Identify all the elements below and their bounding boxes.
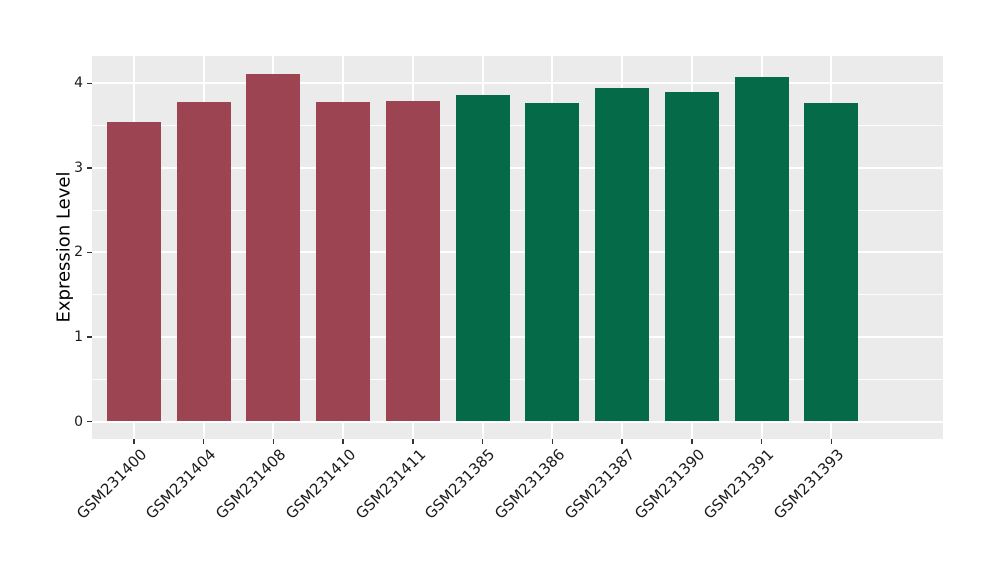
- bar-GSM231393: [804, 102, 859, 422]
- x-tick-mark: [342, 439, 344, 444]
- gridline-y-minor: [92, 378, 943, 380]
- x-tick-label-GSM231411: GSM231411: [351, 445, 429, 523]
- y-tick-label: 0: [74, 413, 83, 430]
- bar-GSM231400: [106, 122, 161, 422]
- y-tick-label: 2: [74, 244, 83, 261]
- x-tick-label-GSM231393: GSM231393: [770, 445, 848, 523]
- y-tick-mark: [87, 336, 92, 338]
- y-tick-mark: [87, 420, 92, 423]
- x-tick-mark: [133, 439, 135, 444]
- gridline-y-major: [92, 166, 943, 169]
- x-tick-label-GSM231385: GSM231385: [421, 445, 499, 523]
- x-tick-mark: [481, 439, 484, 444]
- gridline-y-minor: [92, 125, 943, 127]
- x-tick-label-GSM231386: GSM231386: [491, 445, 569, 523]
- bar-GSM231410: [316, 101, 371, 422]
- y-tick-mark: [87, 251, 92, 254]
- y-tick-label: 3: [74, 159, 83, 176]
- bar-GSM231390: [664, 91, 719, 422]
- bar-GSM231385: [455, 95, 510, 422]
- y-tick-label: 1: [74, 328, 83, 345]
- x-tick-mark: [760, 439, 763, 444]
- x-tick-mark: [202, 439, 205, 444]
- gridline-y-major: [92, 82, 943, 85]
- x-tick-mark: [691, 439, 693, 444]
- x-tick-mark: [551, 439, 554, 444]
- bar-GSM231408: [246, 73, 301, 422]
- gridline-y-major: [92, 420, 943, 423]
- x-tick-mark: [272, 439, 275, 444]
- x-tick-label-GSM231391: GSM231391: [700, 445, 778, 523]
- bar-GSM231387: [595, 88, 650, 422]
- x-tick-label-GSM231400: GSM231400: [72, 445, 150, 523]
- plot-panel: [92, 56, 943, 439]
- x-tick-mark: [412, 439, 414, 444]
- bar-GSM231404: [176, 101, 231, 422]
- y-axis-title: Expression Level: [53, 171, 75, 323]
- bar-GSM231411: [385, 101, 440, 422]
- x-tick-mark: [621, 439, 623, 444]
- bar-GSM231391: [734, 76, 789, 422]
- gridline-y-minor: [92, 209, 943, 211]
- bar-GSM231386: [525, 102, 580, 422]
- x-tick-label-GSM231408: GSM231408: [212, 445, 290, 523]
- gridline-y-minor: [92, 294, 943, 296]
- x-tick-label-GSM231387: GSM231387: [560, 445, 639, 523]
- x-tick-label-GSM231410: GSM231410: [281, 445, 360, 523]
- y-tick-label: 4: [74, 75, 83, 92]
- x-tick-mark: [830, 439, 833, 444]
- gridline-y-major: [92, 335, 943, 338]
- x-tick-label-GSM231404: GSM231404: [142, 445, 220, 523]
- y-tick-mark: [87, 167, 92, 169]
- x-tick-label-GSM231390: GSM231390: [630, 445, 708, 523]
- y-tick-mark: [87, 82, 92, 85]
- gridline-y-major: [92, 251, 943, 254]
